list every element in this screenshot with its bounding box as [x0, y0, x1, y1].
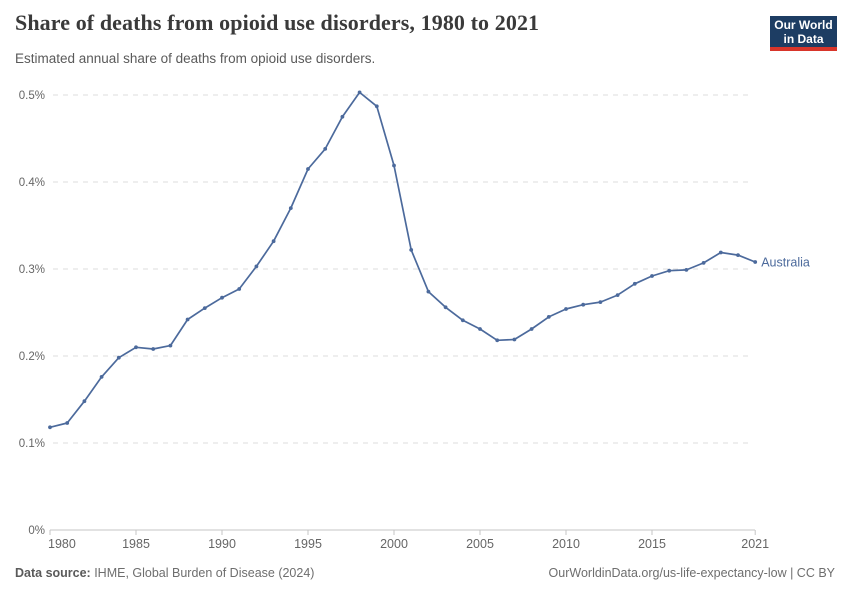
data-point: [684, 268, 689, 272]
data-point: [409, 248, 414, 252]
data-point: [632, 281, 637, 286]
x-tick-label: 2005: [466, 537, 494, 551]
license-note: OurWorldinData.org/us-life-expectancy-lo…: [548, 566, 835, 580]
data-point: [134, 345, 138, 350]
data-point: [168, 343, 173, 348]
x-tick-label: 1985: [122, 537, 150, 551]
data-point: [564, 307, 568, 311]
data-point: [357, 90, 362, 95]
x-tick-label: 2000: [380, 537, 408, 551]
data-point: [701, 261, 706, 265]
data-source-label: Data source:: [15, 566, 91, 580]
data-point: [753, 260, 758, 264]
x-tick-label: 2015: [638, 537, 666, 551]
data-point: [271, 239, 276, 244]
data-point: [736, 253, 740, 257]
data-point: [340, 114, 345, 119]
data-point: [426, 289, 431, 294]
y-tick-label: 0.2%: [19, 351, 45, 363]
data-point: [323, 147, 328, 151]
x-tick-label: 2010: [552, 537, 580, 551]
data-point: [374, 104, 379, 109]
data-point: [615, 293, 620, 297]
data-point: [546, 315, 551, 319]
series-line-australia: [49, 91, 757, 429]
data-point: [306, 167, 310, 171]
data-point: [185, 317, 190, 322]
x-tick-label: 1995: [294, 537, 322, 551]
data-source-text: IHME, Global Burden of Disease (2024): [90, 566, 315, 580]
owid-logo-line1: Our World: [774, 17, 833, 32]
data-point: [220, 295, 224, 300]
data-point: [598, 300, 603, 304]
owid-logo-line2: in Data: [783, 31, 824, 46]
data-point: [48, 425, 52, 430]
x-tick-label: 2021: [741, 537, 769, 551]
data-point: [116, 355, 121, 360]
y-tick-label: 0.1%: [19, 438, 45, 450]
x-tick-label: 1990: [208, 537, 236, 551]
data-point: [495, 338, 500, 343]
y-tick-label: 0.3%: [19, 264, 45, 276]
data-point: [82, 399, 87, 404]
x-tick-label: 1980: [48, 537, 76, 551]
chart-footer: Data source: IHME, Global Burden of Dise…: [15, 566, 835, 580]
data-point: [202, 306, 207, 310]
series-label-australia: Australia: [761, 256, 810, 270]
y-tick-label: 0.4%: [19, 177, 45, 189]
data-point: [529, 327, 534, 331]
data-point: [460, 318, 465, 323]
data-point: [581, 302, 586, 307]
data-point: [667, 268, 672, 273]
y-tick-label: 0.5%: [19, 90, 45, 102]
data-point: [443, 305, 448, 310]
data-point: [151, 347, 156, 351]
data-source: Data source: IHME, Global Burden of Dise…: [15, 566, 314, 580]
page-title: Share of deaths from opioid use disorder…: [15, 10, 540, 35]
data-point: [254, 264, 259, 269]
data-point: [288, 206, 293, 211]
owid-logo: Our World in Data: [770, 16, 837, 51]
y-tick-label: 0%: [28, 525, 45, 537]
page-subtitle: Estimated annual share of deaths from op…: [15, 51, 376, 66]
data-point: [718, 250, 723, 255]
data-point: [512, 337, 517, 342]
data-point: [392, 163, 396, 168]
data-point: [65, 421, 70, 425]
data-point: [478, 327, 482, 331]
data-point: [237, 287, 242, 291]
data-point: [650, 274, 654, 278]
data-point: [99, 375, 104, 379]
